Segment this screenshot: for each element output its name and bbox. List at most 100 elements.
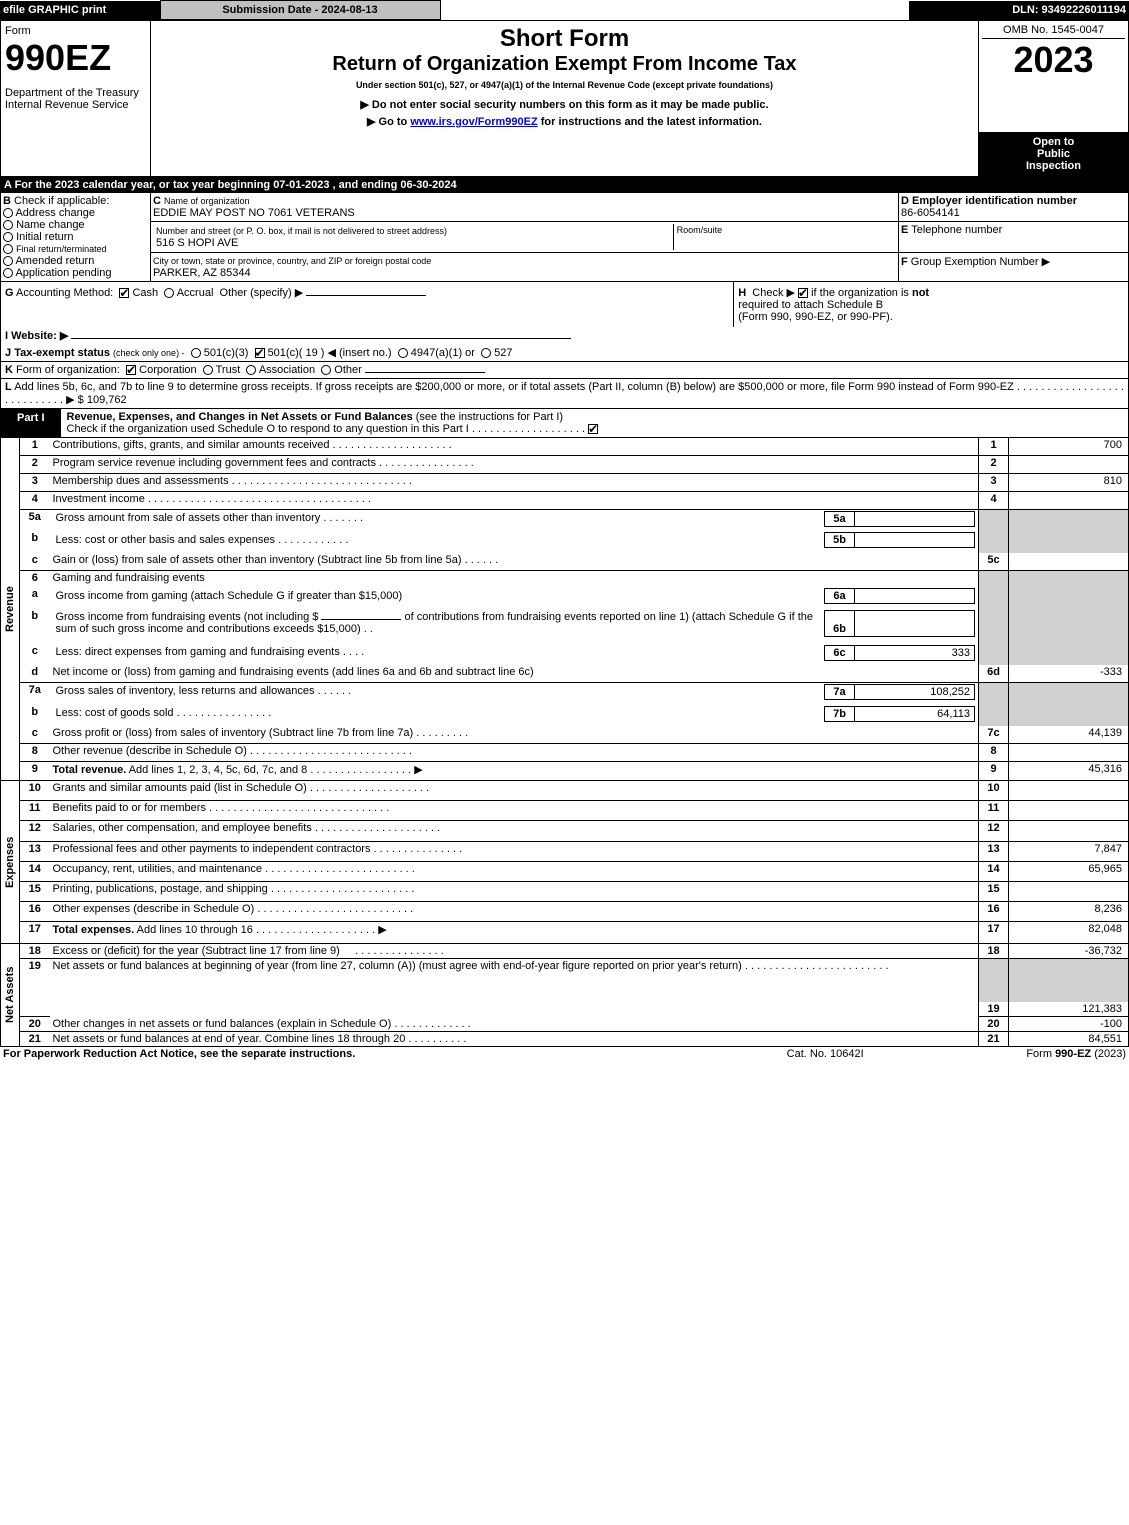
part1-label: Part I — [1, 409, 61, 438]
part1-schedO-check[interactable] — [588, 424, 598, 434]
section-k: K Form of organization: Corporation Trus… — [0, 362, 1129, 379]
line-19-num: 19 — [20, 959, 50, 1003]
efile-label[interactable]: efile GRAPHIC print — [0, 1, 160, 20]
c-label: C — [153, 195, 161, 207]
line-20-num: 20 — [20, 1017, 50, 1032]
line-10-numcol: 10 — [979, 781, 1009, 801]
line-16-text: Other expenses (describe in Schedule O) — [53, 903, 255, 915]
name-change-check[interactable] — [3, 220, 13, 230]
line-13-numcol: 13 — [979, 841, 1009, 861]
b-label: B — [3, 195, 11, 207]
section-a: A For the 2023 calendar year, or tax yea… — [0, 177, 1129, 193]
final-check[interactable] — [3, 244, 13, 254]
line-7a-subnum: 7a — [825, 684, 855, 699]
line-5a-num: 5a — [20, 509, 50, 531]
line-6d-val: -333 — [1009, 665, 1129, 682]
line-1-dots: . . . . . . . . . . . . . . . . . . . . — [333, 439, 452, 451]
h-checkbox[interactable] — [798, 288, 808, 298]
line-8-numcol: 8 — [979, 743, 1009, 761]
cash-check[interactable] — [119, 288, 129, 298]
line-17-text: Total expenses. — [53, 924, 135, 936]
form-of-org-label: Form of organization: — [16, 364, 120, 376]
line-16-dots: . . . . . . . . . . . . . . . . . . . . … — [257, 903, 413, 915]
line-19-dots: . . . . . . . . . . . . . . . . . . . . … — [745, 960, 889, 972]
line-7c-text: Gross profit or (loss) from sales of inv… — [53, 727, 414, 739]
line-11-numcol: 11 — [979, 801, 1009, 821]
line-4-numcol: 4 — [979, 491, 1009, 509]
other-org-input[interactable] — [365, 372, 485, 373]
line-5a-text: Gross amount from sale of assets other t… — [56, 512, 321, 524]
initial-label: Initial return — [16, 231, 73, 243]
4947-check[interactable] — [398, 348, 408, 358]
city: PARKER, AZ 85344 — [153, 267, 251, 279]
e-label: E — [901, 224, 908, 236]
tax-exempt-label: Tax-exempt status — [14, 347, 110, 359]
line-9-arrow: ▶ — [414, 764, 422, 776]
room-suite-label: Room/suite — [673, 224, 896, 250]
addr-change-check[interactable] — [3, 208, 13, 218]
l-label: L — [5, 381, 12, 393]
cash-label: Cash — [132, 287, 158, 299]
line-7b-subnum: 7b — [825, 706, 855, 721]
assoc-check[interactable] — [246, 365, 256, 375]
line-6c-dots: . . . . — [343, 646, 364, 658]
dept-treasury: Department of the Treasury — [5, 87, 146, 99]
line-12-numcol: 12 — [979, 821, 1009, 841]
line-16-num: 16 — [20, 902, 50, 922]
501c-label: 501(c)( 19 ) ◀ (insert no.) — [268, 347, 392, 359]
h-label: H — [738, 287, 746, 299]
line-2-numcol: 2 — [979, 455, 1009, 473]
street: 516 S HOPI AVE — [156, 237, 238, 249]
h-text3: required to attach Schedule B — [738, 299, 883, 311]
other-specify-input[interactable] — [306, 295, 426, 296]
trust-check[interactable] — [203, 365, 213, 375]
amended-check[interactable] — [3, 256, 13, 266]
line-2-val — [1009, 455, 1129, 473]
part1-check-dots: . . . . . . . . . . . . . . . . . . . — [472, 423, 585, 435]
line-13-num: 13 — [20, 841, 50, 861]
line-1-text: Contributions, gifts, grants, and simila… — [53, 439, 330, 451]
section-l: L Add lines 5b, 6c, and 7b to line 9 to … — [0, 379, 1129, 409]
public: Public — [983, 148, 1124, 160]
line-18-dots: . . . . . . . . . . . . . . . — [355, 945, 444, 957]
name-change-label: Name change — [16, 219, 85, 231]
website-input[interactable] — [71, 338, 571, 339]
dept-irs: Internal Revenue Service — [5, 99, 146, 111]
lines-table: Revenue 1 Contributions, gifts, grants, … — [0, 438, 1129, 1047]
line-18-text: Excess or (deficit) for the year (Subtra… — [53, 945, 340, 957]
501c-check[interactable] — [255, 348, 265, 358]
line-5b-num: b — [20, 531, 50, 553]
line-15-numcol: 15 — [979, 882, 1009, 902]
line-7a-num: 7a — [20, 682, 50, 704]
line-11-num: 11 — [20, 801, 50, 821]
line-9-numcol: 9 — [979, 761, 1009, 780]
527-check[interactable] — [481, 348, 491, 358]
entity-block: B Check if applicable: Address change Na… — [0, 193, 1129, 282]
app-pending-check[interactable] — [3, 268, 13, 278]
line-6b-subval — [855, 610, 975, 636]
corp-check[interactable] — [126, 365, 136, 375]
line-5a-subnum: 5a — [825, 511, 855, 526]
form-header: Form 990EZ Department of the Treasury In… — [0, 20, 1129, 177]
irs-link[interactable]: www.irs.gov/Form990EZ — [410, 116, 537, 128]
section-i: I Website: ▶ — [0, 327, 1129, 344]
line-20-text: Other changes in net assets or fund bala… — [53, 1018, 392, 1030]
accrual-check[interactable] — [164, 288, 174, 298]
line-18-val: -36,732 — [1009, 944, 1129, 959]
initial-check[interactable] — [3, 232, 13, 242]
line-3-text: Membership dues and assessments — [53, 475, 229, 487]
other-org-check[interactable] — [321, 365, 331, 375]
line-21-dots: . . . . . . . . . . — [408, 1033, 466, 1045]
501c3-check[interactable] — [191, 348, 201, 358]
line-7c-numcol: 7c — [979, 726, 1009, 743]
note-goto-pre: ▶ Go to — [367, 116, 410, 128]
line-6a-num: a — [20, 587, 50, 609]
line-12-val — [1009, 821, 1129, 841]
line-7a-subval: 108,252 — [855, 684, 975, 699]
line-7c-dots: . . . . . . . . . — [416, 727, 468, 739]
section-j: J Tax-exempt status (check only one) - 5… — [0, 344, 1129, 362]
line-17-dots: . . . . . . . . . . . . . . . . . . . . — [256, 924, 375, 936]
line-6b-blank[interactable] — [321, 619, 401, 620]
line-11-dots: . . . . . . . . . . . . . . . . . . . . … — [209, 802, 389, 814]
line-3-numcol: 3 — [979, 473, 1009, 491]
